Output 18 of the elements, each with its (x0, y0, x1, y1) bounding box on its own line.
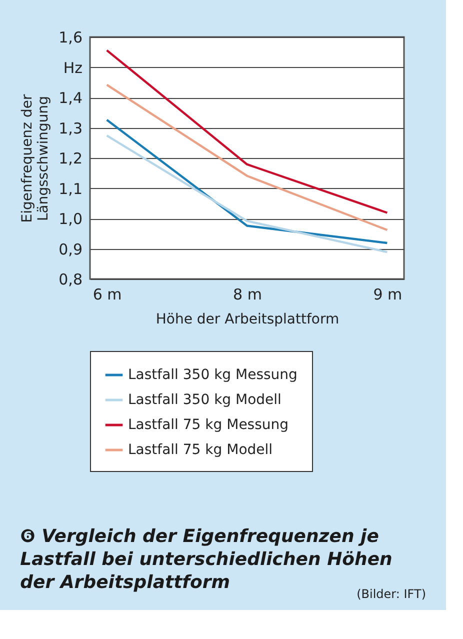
legend-label: Lastfall 75 kg Modell (128, 442, 273, 458)
y-tick-label: 1,4 (58, 89, 82, 107)
y-tick-label: 1,6 (58, 28, 82, 46)
y-tick-label: 0,8 (58, 270, 82, 288)
x-tick-label: 6 m (92, 286, 122, 304)
legend-label: Lastfall 350 kg Messung (128, 367, 298, 383)
legend-label: Lastfall 75 kg Messung (128, 417, 289, 433)
y-axis-title: Eigenfrequenz der Längsschwingung (20, 94, 52, 223)
y-tick-label: 1,1 (58, 180, 82, 198)
y-tick-label: 1,0 (58, 210, 82, 228)
y-tick-label: 0,9 (58, 240, 82, 258)
y-tick-label: 1,3 (58, 119, 82, 138)
x-tick-label: 8 m (233, 286, 262, 304)
y-tick-label: 1,2 (58, 150, 82, 168)
x-tick-label: 9 m (373, 286, 402, 304)
legend-label: Lastfall 350 kg Modell (128, 392, 282, 408)
y-tick-label: Hz (63, 58, 83, 77)
x-axis-title: Höhe der Arbeitsplattform (156, 312, 340, 328)
